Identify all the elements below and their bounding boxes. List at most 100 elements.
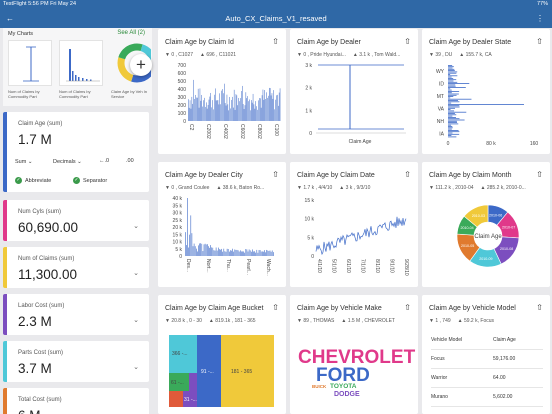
max-stat: 3 k , 9/3/10 (345, 185, 371, 191)
bar (231, 99, 232, 121)
bar (271, 250, 273, 256)
see-all-link[interactable]: See All (2) (117, 30, 145, 36)
treemap-cell-small (183, 391, 197, 407)
slice-label: 2010-09 (479, 257, 492, 261)
abbreviate-checkbox[interactable]: ✓ Abbreviate (15, 177, 51, 184)
bar (223, 248, 225, 256)
kpi-color-bar (3, 388, 7, 414)
donut-slice (463, 204, 489, 228)
abbreviate-label: Abbreviate (25, 177, 52, 184)
max-stat: 38.6 k, Baton Ro... (222, 185, 265, 191)
kpi-labor-cost[interactable]: Labor Cost (sum) 2.3 M ⌄ (3, 294, 149, 335)
format-select[interactable]: Decimals ⌄ (53, 159, 82, 165)
chevron-down-icon[interactable]: ⌄ (133, 223, 139, 230)
bar (268, 95, 269, 121)
bar (251, 100, 252, 121)
table-row[interactable]: Focus 59,176.00 (431, 350, 543, 369)
min-stat: 20.8 k , 0 - 30 (171, 318, 202, 324)
table-cell: 64.00 (493, 375, 506, 381)
y-tick-label: 600 (178, 71, 187, 77)
bar (252, 93, 254, 121)
share-icon[interactable]: ⇧ (404, 303, 411, 312)
bar (206, 102, 207, 121)
bar (448, 124, 452, 126)
y-tick-label: WY (436, 69, 445, 75)
bar (248, 101, 249, 121)
table-row[interactable]: Warrior 64.00 (431, 369, 543, 388)
bar (448, 94, 457, 96)
share-icon[interactable]: ⇧ (536, 303, 543, 312)
share-icon[interactable]: ⇧ (404, 170, 411, 179)
share-icon[interactable]: ⇧ (536, 170, 543, 179)
bar (224, 103, 226, 121)
bar (448, 118, 460, 120)
more-vertical-icon[interactable]: ⋮ (536, 14, 544, 23)
bar (188, 247, 189, 256)
share-icon[interactable]: ⇧ (404, 37, 411, 46)
chart-card-age-bucket[interactable]: Claim Age by Claim Age Bucket ⇧ ▼ 20.8 k… (158, 295, 286, 414)
bar (190, 108, 192, 121)
bar (448, 85, 456, 87)
kpi-claim-age[interactable]: Claim Age (sum) 1.7 M Sum ⌄ Decimals ⌄ ←… (3, 112, 149, 192)
back-arrow-icon[interactable]: ← (6, 14, 14, 23)
share-icon[interactable]: ⇧ (272, 37, 279, 46)
chart-card-claim-id[interactable]: Claim Age by Claim Id ⇧ ▼ 0 , C1027 ▲ 696… (158, 29, 286, 154)
y-tick-label: NH (437, 119, 445, 125)
chart-card-vehicle-make[interactable]: Claim Age by Vehicle Make ⇧ ▼ 89 , THOMA… (290, 295, 418, 414)
chart-card-dealer-city[interactable]: Claim Age by Dealer City ⇧ ▼ 0 , Grand C… (158, 162, 286, 287)
chevron-down-icon[interactable]: ⌄ (133, 317, 139, 324)
y-tick-label: 35 k (173, 203, 183, 209)
share-icon[interactable]: ⇧ (272, 303, 279, 312)
bar (235, 249, 237, 256)
card-stats: ▼ 0 , C1027 ▲ 696 , C11021 (165, 52, 237, 58)
chart-card-claim-date[interactable]: Claim Age by Claim Date ⇧ ▼ 1.7 k , 4/4/… (290, 162, 418, 287)
chart-card-dealer[interactable]: Claim Age by Dealer ⇧ ▼ 0 , Pride Hyunda… (290, 29, 418, 154)
x-tick-label: 6/1/10 (345, 259, 351, 273)
chevron-down-icon[interactable]: ⌄ (133, 364, 139, 371)
my-chart-thumb-1[interactable]: Num of Claims by Commodity Part (8, 40, 52, 102)
bar (214, 94, 215, 121)
chart-card-claim-month[interactable]: Claim Age by Claim Month ⇧ ▼ 111.2 k , 2… (422, 162, 550, 287)
card-title: Claim Age by Dealer (297, 39, 361, 46)
bar (221, 248, 222, 256)
bar (193, 79, 194, 121)
chart-card-vehicle-model[interactable]: Claim Age by Vehicle Model ⇧ ▼ 1 , 749 ▲ … (422, 295, 550, 414)
kpi-total-cost[interactable]: Total Cost (sum) 6 M ⌄ (3, 388, 149, 414)
increase-decimals-icon[interactable]: .00 (126, 158, 134, 164)
aggregation-select[interactable]: Sum ⌄ (15, 159, 32, 165)
add-chart-button[interactable]: + (130, 54, 152, 76)
bar (277, 94, 278, 121)
kpi-parts-cost[interactable]: Parts Cost (sum) 3.7 M ⌄ (3, 341, 149, 382)
thumb-label: Claim Age by Veh In Service (111, 89, 148, 99)
bar (244, 252, 245, 256)
slice-label: 2010-04 (460, 226, 473, 230)
chevron-down-icon[interactable]: ⌄ (133, 270, 139, 277)
table-row[interactable]: Murano 5,602.00 (431, 388, 543, 407)
my-chart-thumb-2[interactable]: Num of Claims by Commodity Part (59, 40, 103, 102)
bar (247, 251, 249, 256)
chevron-down-icon[interactable]: ⌄ (133, 410, 139, 414)
kpi-label: Claim Age (sum) (18, 121, 63, 127)
chart-card-dealer-state[interactable]: Claim Age by Dealer State ⇧ ▼ 39 , DU ▲ 1… (422, 29, 550, 154)
separator-checkbox[interactable]: ✓ Separator (73, 177, 107, 184)
y-tick-label: 10 k (305, 217, 315, 223)
bar (237, 250, 239, 256)
decrease-decimals-icon[interactable]: ←.0 (99, 158, 110, 164)
chevron-down-icon: ⌄ (77, 159, 82, 165)
bar (274, 109, 275, 121)
kpi-num-claims[interactable]: Num of Claims (sum) 11,300.00 ⌄ (3, 247, 149, 288)
x-tick-label: 9/28/10 (403, 259, 409, 276)
kpi-num-cyls[interactable]: Num Cyls (sum) 60,690.00 ⌄ (3, 200, 149, 241)
kpi-color-bar (3, 200, 7, 241)
bar (260, 251, 262, 256)
bar (448, 84, 456, 86)
bar (235, 94, 237, 121)
bar (448, 93, 459, 95)
bar (216, 100, 218, 121)
x-tick-label: C8002 (256, 124, 262, 139)
bar (211, 247, 212, 256)
card-stats: ▼ 1 , 749 ▲ 59.2 k, Focus (429, 318, 494, 324)
share-icon[interactable]: ⇧ (272, 170, 279, 179)
card-title: Claim Age by Claim Id (165, 39, 234, 46)
share-icon[interactable]: ⇧ (536, 37, 543, 46)
